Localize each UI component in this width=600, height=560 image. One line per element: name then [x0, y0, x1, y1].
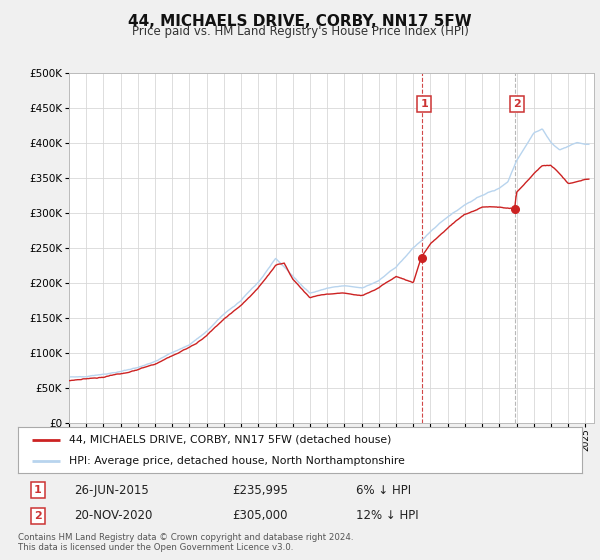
Text: £305,000: £305,000 — [232, 510, 288, 522]
Text: Price paid vs. HM Land Registry's House Price Index (HPI): Price paid vs. HM Land Registry's House … — [131, 25, 469, 38]
Text: Contains HM Land Registry data © Crown copyright and database right 2024.: Contains HM Land Registry data © Crown c… — [18, 533, 353, 542]
Text: 26-JUN-2015: 26-JUN-2015 — [74, 484, 149, 497]
Text: 2: 2 — [514, 99, 521, 109]
Text: £235,995: £235,995 — [232, 484, 288, 497]
Text: 1: 1 — [34, 486, 41, 496]
Text: 20-NOV-2020: 20-NOV-2020 — [74, 510, 153, 522]
Text: 44, MICHAELS DRIVE, CORBY, NN17 5FW: 44, MICHAELS DRIVE, CORBY, NN17 5FW — [128, 14, 472, 29]
Text: 44, MICHAELS DRIVE, CORBY, NN17 5FW (detached house): 44, MICHAELS DRIVE, CORBY, NN17 5FW (det… — [69, 435, 391, 445]
Text: 1: 1 — [420, 99, 428, 109]
Text: 6% ↓ HPI: 6% ↓ HPI — [356, 484, 412, 497]
Text: 12% ↓ HPI: 12% ↓ HPI — [356, 510, 419, 522]
Text: 2: 2 — [34, 511, 41, 521]
Text: HPI: Average price, detached house, North Northamptonshire: HPI: Average price, detached house, Nort… — [69, 456, 404, 466]
Text: This data is licensed under the Open Government Licence v3.0.: This data is licensed under the Open Gov… — [18, 543, 293, 552]
